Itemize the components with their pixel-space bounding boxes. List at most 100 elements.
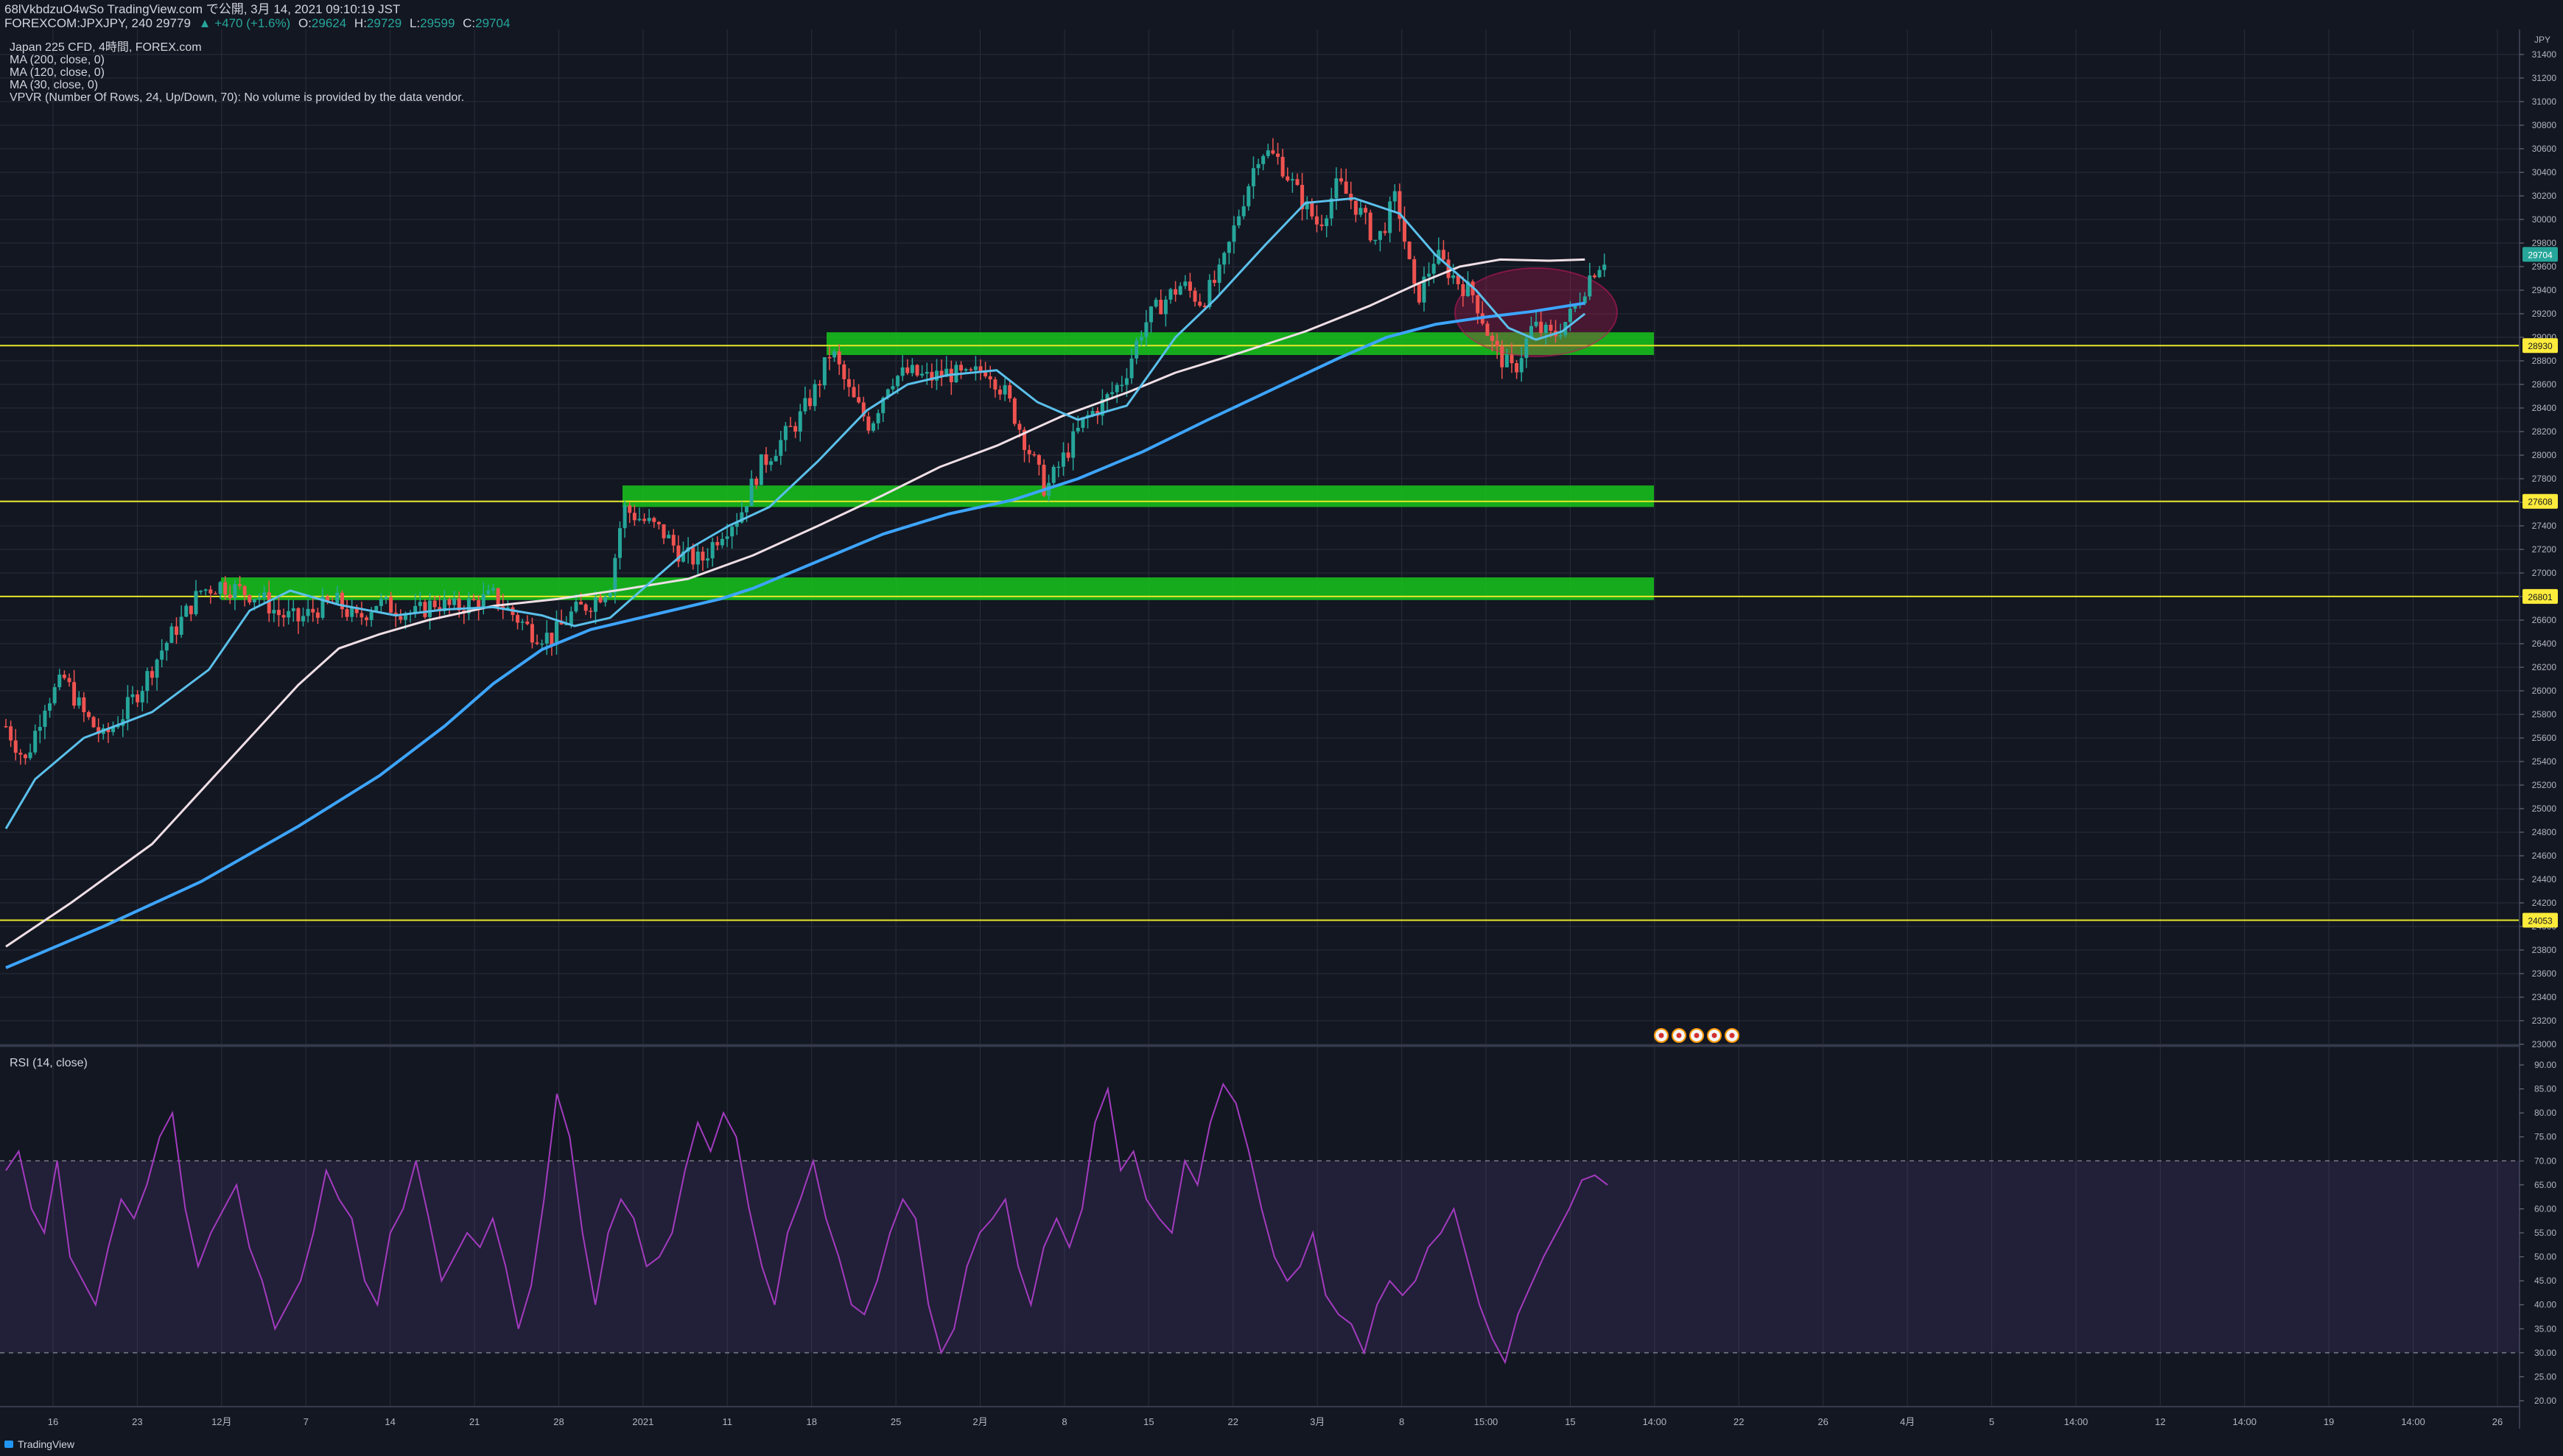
- time-tick-label: 14:00: [2064, 1416, 2089, 1427]
- price-tick-label: 30800: [2532, 120, 2557, 130]
- candle-body: [306, 608, 310, 616]
- open-value: 29624: [312, 16, 346, 30]
- candle-body: [783, 426, 788, 440]
- candle-body: [676, 545, 681, 562]
- flag-icon[interactable]: [1689, 1028, 1704, 1043]
- candle-body: [1100, 398, 1104, 416]
- candle-body: [1066, 452, 1070, 458]
- price-tick-label: 23800: [2532, 945, 2557, 955]
- candle-body: [428, 600, 432, 617]
- time-tick-label: 28: [553, 1416, 564, 1427]
- support-zone[interactable]: [827, 332, 1654, 355]
- tradingview-logo[interactable]: TradingView: [4, 1438, 75, 1450]
- candle-body: [1368, 212, 1372, 241]
- candle-body: [257, 597, 262, 599]
- rsi-tick-label: 65.00: [2534, 1180, 2556, 1190]
- candle-body: [1378, 231, 1382, 240]
- candle-body: [1504, 354, 1509, 367]
- header-bar: [0, 0, 2563, 29]
- support-zone[interactable]: [623, 485, 1654, 507]
- legend-vpvr[interactable]: VPVR (Number Of Rows, 24, Up/Down, 70): …: [10, 91, 464, 104]
- candle-body: [1037, 454, 1041, 465]
- legend-symbol[interactable]: Japan 225 CFD, 4時間, FOREX.com: [10, 41, 202, 54]
- candle-body: [233, 584, 237, 599]
- legend-ma30[interactable]: MA (30, close, 0): [10, 79, 98, 91]
- price-tick-label: 30600: [2532, 144, 2557, 154]
- candle-body: [695, 551, 700, 565]
- candle-body: [628, 505, 632, 513]
- support-zones[interactable]: [221, 332, 1654, 600]
- legend-ma200[interactable]: MA (200, close, 0): [10, 54, 105, 66]
- time-tick-label: 11: [723, 1416, 733, 1427]
- price-tick-label: 24800: [2532, 827, 2557, 837]
- time-tick-label: 21: [469, 1416, 480, 1427]
- time-tick-label: 15: [1565, 1416, 1575, 1427]
- candle-body: [1490, 335, 1495, 341]
- candle-body: [1124, 378, 1129, 385]
- candle-body: [1524, 338, 1529, 359]
- candle-body: [1247, 186, 1251, 207]
- rsi-axis[interactable]: 20.00 25.00 30.00 35.00 40.00 45.00 50.00 55.00…: [2520, 1060, 2556, 1406]
- flag-icon[interactable]: [1654, 1028, 1669, 1043]
- flag-icon[interactable]: [1672, 1028, 1686, 1043]
- rsi-tick-label: 60.00: [2534, 1203, 2556, 1214]
- rsi-tick-label: 90.00: [2534, 1060, 2556, 1070]
- candle-body: [706, 558, 710, 561]
- candle-body: [1008, 385, 1012, 399]
- candle-body: [1485, 323, 1490, 336]
- candle-body: [1115, 384, 1119, 393]
- ma120-line[interactable]: [5, 258, 1585, 948]
- ma200-line[interactable]: [5, 301, 1585, 969]
- price-tick-label: 27200: [2532, 544, 2557, 555]
- moving-averages[interactable]: [4, 197, 1586, 969]
- candle-body: [272, 610, 276, 613]
- candle-body: [740, 512, 744, 523]
- rsi-tick-label: 35.00: [2534, 1323, 2556, 1334]
- legend-rsi[interactable]: RSI (14, close): [10, 1057, 88, 1069]
- flag-icon[interactable]: [1707, 1028, 1722, 1043]
- candle-body: [617, 528, 622, 558]
- candle-body: [662, 524, 666, 538]
- time-axis[interactable]: 16 23 12月 7 14 21 28 2021 11 18 25 2月 8 15 22 3月 8 15:00 1…: [48, 1416, 2503, 1427]
- event-markers[interactable]: [1654, 1028, 1739, 1043]
- candle-body: [857, 397, 861, 403]
- candle-body: [715, 542, 720, 546]
- candle-body: [442, 599, 446, 611]
- candle-body: [340, 592, 344, 610]
- candle-body: [82, 697, 86, 713]
- candle-body: [1353, 200, 1358, 215]
- candle-body: [1261, 155, 1266, 164]
- legend-ma120[interactable]: MA (120, close, 0): [10, 66, 105, 79]
- candle-body: [91, 717, 96, 728]
- candle-body: [997, 389, 1002, 395]
- candle-body: [1383, 231, 1387, 233]
- candle-body: [886, 389, 890, 398]
- candle-body: [1232, 225, 1236, 242]
- price-label-badge: [2522, 588, 2558, 604]
- candle-body: [603, 597, 608, 602]
- candle-body: [671, 535, 676, 546]
- candle-body: [1392, 191, 1397, 202]
- price-axis-labels: 29704 28930 27608 26801 24053: [2522, 247, 2558, 928]
- time-tick-label: 12月: [211, 1416, 231, 1427]
- rsi-pane[interactable]: [0, 1082, 2520, 1365]
- candle-body: [1364, 208, 1368, 213]
- flag-icon[interactable]: [1725, 1028, 1739, 1043]
- candle-body: [160, 650, 164, 660]
- price-tick-label: 23600: [2532, 968, 2557, 979]
- candle-body: [1592, 275, 1596, 278]
- candle-body: [564, 624, 569, 625]
- indicator-legend[interactable]: Japan 225 CFD, 4時間, FOREX.com MA (200, c…: [10, 41, 464, 104]
- candle-body: [1349, 194, 1353, 201]
- candle-body: [1149, 306, 1154, 323]
- time-tick-label: 8: [1062, 1416, 1067, 1427]
- candle-body: [1280, 156, 1285, 177]
- rsi-line[interactable]: [5, 1082, 1608, 1365]
- ma30-line[interactable]: [4, 197, 1586, 829]
- candle-body: [871, 423, 875, 431]
- candle-body: [1543, 324, 1548, 334]
- candle-body: [287, 611, 291, 618]
- snapshot-info: 68lVkbdzuO4wSo TradingView.com で公開, 3月 1…: [4, 2, 400, 16]
- candle-body: [969, 369, 973, 370]
